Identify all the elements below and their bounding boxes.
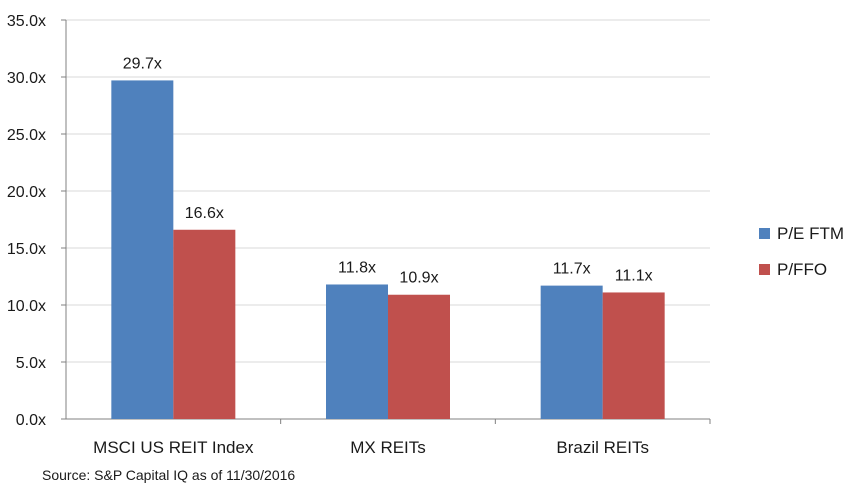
bar: [173, 229, 236, 419]
bar: [388, 294, 450, 419]
y-tick-label: 35.0x: [7, 13, 46, 30]
y-tick-label: 15.0x: [7, 241, 46, 258]
legend-label: P/FFO: [777, 260, 827, 279]
x-tick-label: MSCI US REIT Index: [93, 438, 254, 457]
x-tick-label: Brazil REITs: [556, 438, 649, 457]
data-label: 16.6x: [185, 205, 224, 222]
data-label: 11.7x: [553, 261, 591, 278]
legend-swatch: [759, 228, 770, 239]
legend-label: P/E FTM: [777, 224, 844, 243]
data-label: 11.8x: [338, 259, 376, 276]
bar: [602, 292, 665, 419]
bar: [540, 285, 603, 419]
data-label: 11.1x: [615, 267, 653, 284]
y-tick-label: 25.0x: [7, 127, 46, 144]
y-tick-label: 30.0x: [7, 70, 46, 87]
y-tick-label: 20.0x: [7, 184, 46, 201]
y-tick-label: 10.0x: [7, 298, 46, 315]
bar: [111, 80, 174, 420]
data-label: 10.9x: [399, 270, 438, 287]
legend-swatch: [759, 264, 770, 275]
bar: [326, 284, 388, 419]
y-tick-label: 0.0x: [16, 412, 46, 429]
x-tick-label: MX REITs: [350, 438, 426, 457]
data-label: 29.7x: [123, 55, 162, 72]
source-note: Source: S&P Capital IQ as of 11/30/2016: [42, 467, 296, 483]
y-tick-label: 5.0x: [16, 355, 46, 372]
